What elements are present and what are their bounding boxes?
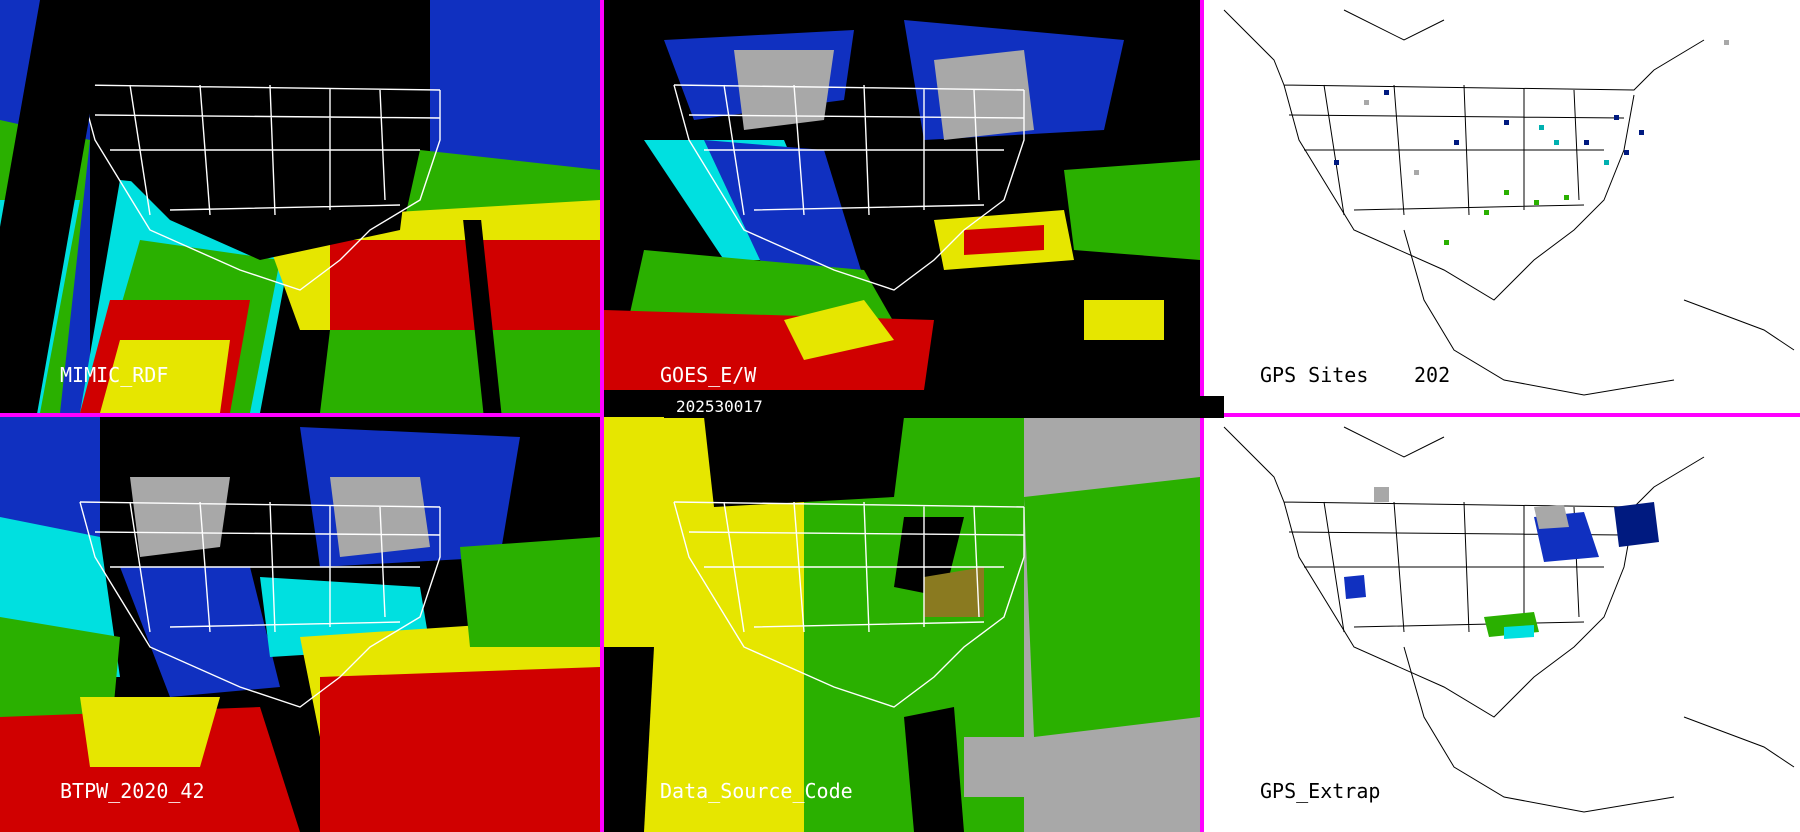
panel-label: GOES_E/W: [660, 363, 757, 387]
panel-goes-ew: GOES_E/W: [604, 0, 1200, 413]
panel-gps-extrap: GPS_Extrap: [1204, 417, 1800, 832]
gps-sites-map: [1204, 0, 1800, 413]
panel-label: BTPW_2020_42: [60, 779, 205, 803]
panel-label: GPS Sites: [1260, 363, 1369, 387]
horizontal-divider-left: [0, 413, 600, 417]
panel-btpw: BTPW_2020_42: [0, 417, 600, 832]
goes-ew-map: [604, 0, 1200, 413]
panel-mimic-rdf: MIMIC_RDF: [0, 0, 600, 413]
data-source-code-map: [604, 417, 1200, 832]
panel-label: GPS_Extrap: [1260, 779, 1381, 803]
panel-label: MIMIC_RDF: [60, 363, 169, 387]
panel-gps-sites: GPS Sites 202: [1204, 0, 1800, 413]
timestamp-label: 202530017: [664, 396, 1224, 418]
mimic-rdf-map: [0, 0, 600, 413]
gps-extrap-map: [1204, 417, 1800, 832]
btpw-map: [0, 417, 600, 832]
horizontal-divider-right: [1204, 413, 1800, 417]
gps-site-count: 202: [1414, 363, 1451, 387]
vertical-divider-left: [600, 0, 604, 832]
panel-data-source-code: Data_Source_Code: [604, 417, 1200, 832]
panel-label: Data_Source_Code: [660, 779, 853, 803]
